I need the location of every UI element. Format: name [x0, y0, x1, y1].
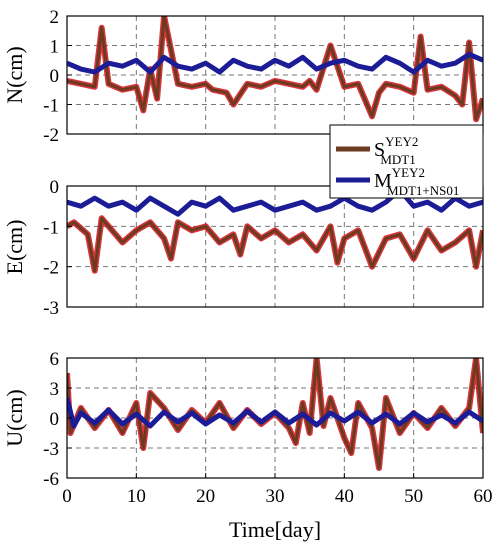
legend: SYEY2 MDT1 MYEY2 MDT1+NS01 — [329, 124, 484, 199]
ytick-label: 6 — [50, 349, 60, 370]
ytick-label: -3 — [43, 439, 59, 460]
xtick-label: 0 — [62, 486, 72, 507]
series-north — [67, 16, 483, 123]
xlabel-time: Time[day] — [229, 517, 321, 542]
ytick-label: 0 — [50, 66, 60, 87]
series-line-east-0 — [67, 216, 483, 273]
yticks-north: -2 -1 0 1 2 — [43, 7, 72, 146]
ytick-label: -6 — [43, 469, 59, 490]
axes-box-east — [66, 185, 484, 308]
xtick-label: 10 — [127, 486, 146, 507]
yticks-up: -6 -3 0 3 6 — [43, 349, 72, 490]
ytick-label: -1 — [43, 217, 59, 238]
panel-up: -6 -3 0 3 6 0 10 20 30 40 50 60 U(cm) Time[day] — [2, 349, 493, 542]
xtick-label: 20 — [196, 486, 215, 507]
xtick-label: 30 — [266, 486, 285, 507]
legend-label-s: SYEY2 MDT1 — [374, 134, 418, 167]
panel-north: -2 -1 0 1 2 N(cm) — [2, 7, 484, 146]
ylabel-north: N(cm) — [2, 46, 27, 103]
legend-label-m: MYEY2 MDT1+NS01 — [374, 165, 459, 198]
legend-box — [329, 124, 484, 199]
ytick-label: 0 — [50, 409, 60, 430]
ytick-label: 0 — [50, 177, 60, 198]
ytick-label: 3 — [50, 379, 60, 400]
ylabel-east: E(cm) — [2, 220, 27, 275]
xtick-label: 60 — [474, 486, 493, 507]
series-line-north-1 — [67, 51, 483, 75]
ytick-label: -1 — [43, 96, 59, 117]
xticks-up: 0 10 20 30 40 50 60 — [62, 473, 493, 507]
ylabel-up: U(cm) — [2, 389, 27, 446]
series-line-up-1 — [67, 397, 483, 429]
series-line-east-1 — [67, 187, 483, 217]
xtick-label: 40 — [335, 486, 354, 507]
series-up — [67, 358, 483, 471]
ytick-label: -2 — [43, 125, 59, 146]
yticks-east: -3 -2 -1 0 — [43, 177, 72, 319]
xtick-label: 50 — [404, 486, 423, 507]
ytick-label: -3 — [43, 298, 59, 319]
ytick-label: 1 — [50, 37, 60, 58]
series-east — [67, 187, 483, 274]
panel-east: -3 -2 -1 0 E(cm) — [2, 177, 484, 319]
ytick-label: 2 — [50, 7, 60, 28]
ytick-label: -2 — [43, 258, 59, 279]
